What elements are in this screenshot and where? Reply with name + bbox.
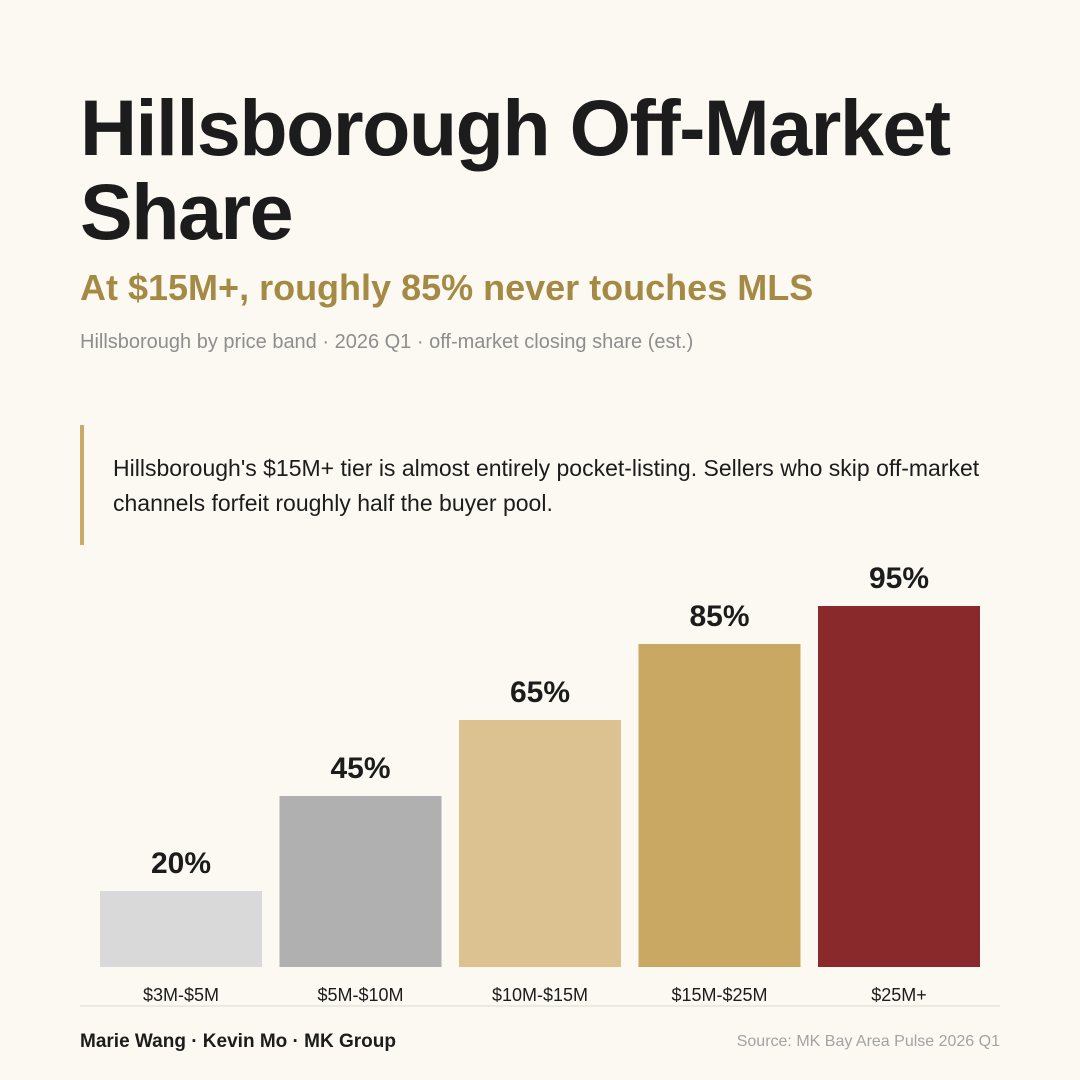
bar-value-label-5: 95% — [869, 562, 929, 595]
bar-1 — [100, 891, 262, 967]
bar-value-label-4: 85% — [689, 600, 749, 633]
footer-source: Source: MK Bay Area Pulse 2026 Q1 — [736, 1033, 1000, 1050]
bar-3 — [459, 720, 621, 967]
x-tick-label-1: $3M-$5M — [143, 985, 219, 1005]
chart-subtitle: At $15M+, roughly 85% never touches MLS — [80, 267, 814, 308]
bar-value-label-2: 45% — [330, 752, 390, 785]
bar-4 — [638, 644, 801, 967]
footer-credits: Marie Wang · Kevin Mo · MK Group — [80, 1031, 396, 1052]
callout-quote: Hillsborough's $15M+ tier is almost enti… — [80, 425, 980, 545]
x-tick-label-2: $5M-$10M — [317, 985, 403, 1005]
bar-5 — [818, 606, 980, 967]
chart-meta: Hillsborough by price band · 2026 Q1 · o… — [80, 331, 694, 353]
bars-group: 20% $3M-$5M 45% $5M-$10M 65% $10M-$15M 85% $15M… — [100, 562, 980, 1005]
x-tick-label-5: $25M+ — [871, 985, 927, 1005]
bar-value-label-1: 20% — [151, 847, 211, 880]
chart-title: Hillsborough Off-Market Share — [80, 83, 951, 256]
x-tick-label-4: $15M-$25M — [671, 985, 767, 1005]
x-tick-label-3: $10M-$15M — [492, 985, 588, 1005]
callout-text: Hillsborough's $15M+ tier is almost enti… — [113, 455, 980, 516]
bar-2 — [279, 796, 442, 967]
bar-value-label-3: 65% — [510, 676, 570, 709]
